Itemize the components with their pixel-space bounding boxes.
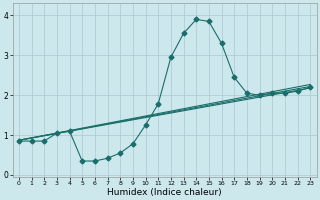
X-axis label: Humidex (Indice chaleur): Humidex (Indice chaleur) (107, 188, 222, 197)
